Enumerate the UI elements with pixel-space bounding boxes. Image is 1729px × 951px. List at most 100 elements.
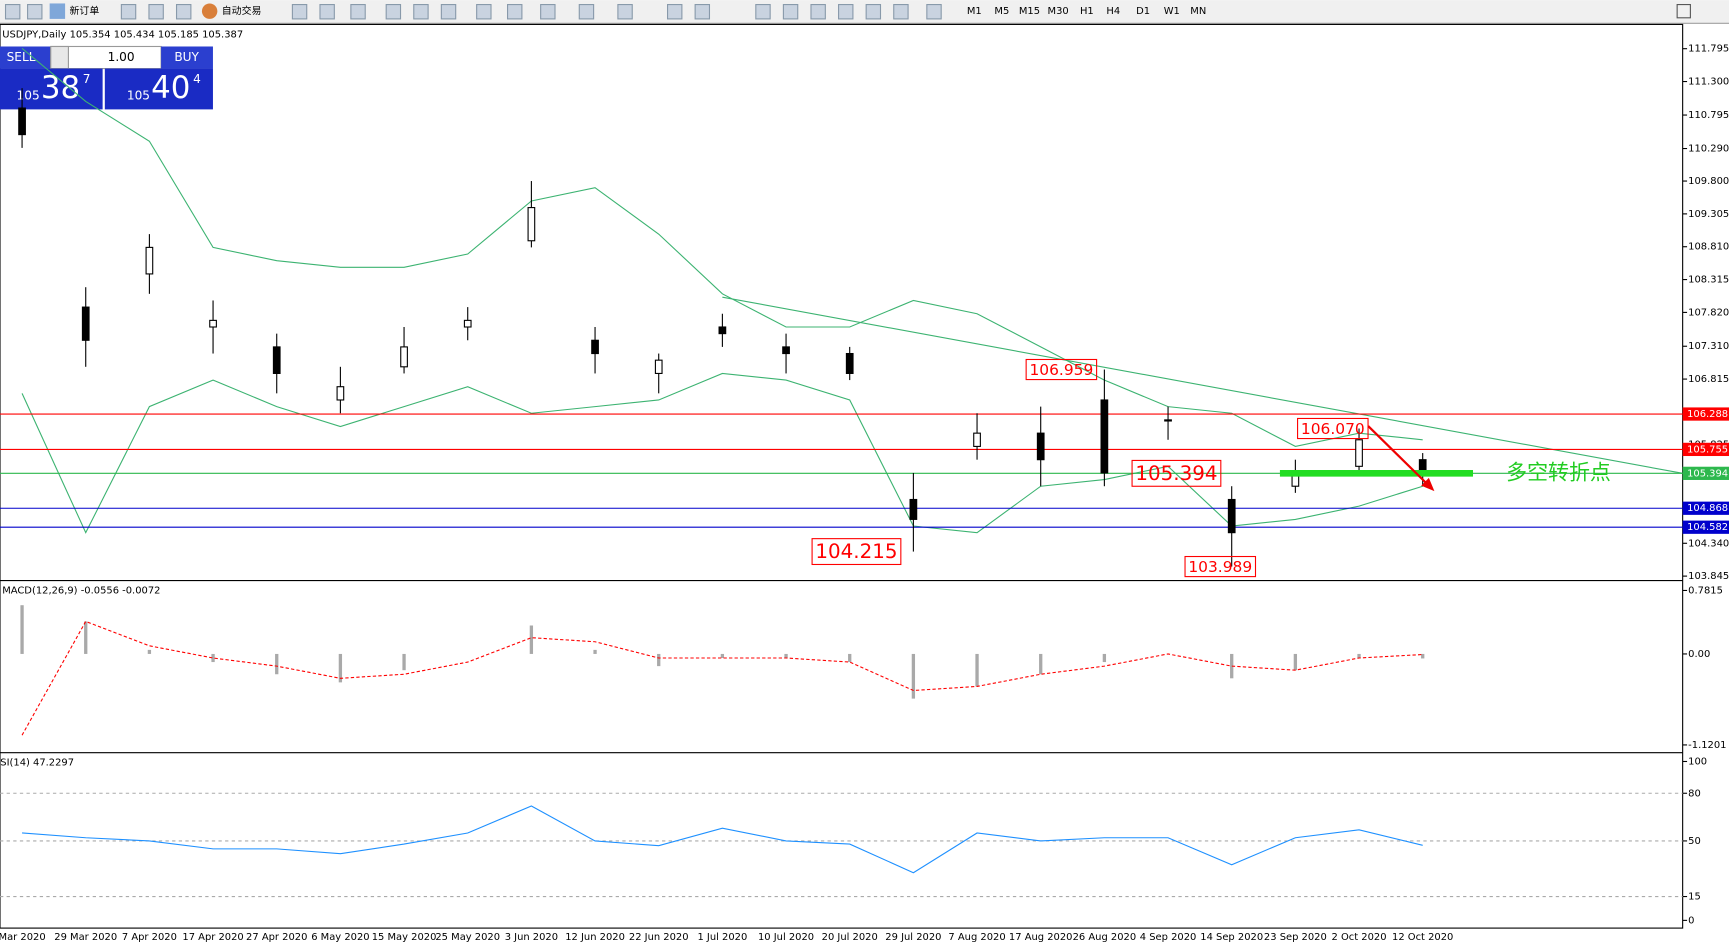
new-order-button[interactable]: 新订单 [70, 4, 100, 17]
y-tick-label: 108.810 [1688, 242, 1729, 253]
tool-icon[interactable] [319, 4, 335, 20]
sell-price-box[interactable] [0, 68, 103, 110]
y-tick-label: 109.305 [1688, 209, 1729, 220]
price-annotation: 103.989 [1188, 558, 1252, 576]
x-tick-label: 7 Apr 2020 [122, 932, 177, 943]
y-tick-label: 100 [1688, 756, 1707, 767]
sell-button[interactable] [0, 46, 51, 69]
tool-icon[interactable] [810, 4, 826, 20]
price-tag [1682, 466, 1729, 480]
tool-icon[interactable] [838, 4, 854, 20]
price-tag-label: 104.868 [1687, 503, 1728, 514]
timeframe-button[interactable]: H4 [1106, 6, 1120, 17]
rsi-line [22, 805, 1423, 874]
lots-value[interactable]: 1.00 [108, 50, 135, 64]
x-tick-label: 4 Sep 2020 [1140, 932, 1197, 943]
auto-trading-icon[interactable] [201, 3, 218, 19]
lots-dropdown[interactable] [50, 45, 69, 70]
tool-icon[interactable] [175, 4, 192, 20]
candle-body [1227, 498, 1236, 534]
candle-body [18, 107, 26, 136]
timeframe-button[interactable]: M15 [1019, 6, 1040, 17]
timeframe-button[interactable]: M5 [994, 6, 1009, 17]
candle-body [81, 306, 90, 341]
y-tick-label: 111.795 [1688, 44, 1729, 55]
buy-price-box[interactable] [104, 68, 213, 110]
y-tick-label: 0.7815 [1688, 585, 1723, 596]
tool-icon[interactable] [413, 4, 429, 20]
tool-icon[interactable] [120, 4, 137, 20]
annotation-box [1131, 459, 1222, 487]
timeframe-button[interactable]: W1 [1164, 6, 1180, 17]
buy-price-fraction: 4 [193, 72, 201, 86]
y-tick-label: 15 [1688, 892, 1701, 903]
y-tick-label: 111.300 [1688, 77, 1729, 88]
tool-icon[interactable] [27, 4, 43, 20]
tool-icon[interactable] [507, 4, 523, 20]
tool-icon[interactable] [440, 4, 457, 20]
tool-icon[interactable] [385, 4, 402, 20]
price-tag [1682, 520, 1729, 534]
sell-label[interactable]: SELL [7, 50, 36, 64]
tool-icon[interactable] [4, 4, 21, 20]
candle-body [463, 319, 472, 328]
x-tick-label: 1 Jul 2020 [697, 932, 747, 943]
candle-body [527, 207, 536, 242]
y-tick-label: 103.845 [1688, 571, 1729, 582]
timeframe-button[interactable]: M30 [1048, 6, 1069, 17]
buy-price-pips: 40 [151, 70, 190, 106]
y-tick-label: 107.820 [1688, 307, 1729, 318]
pane-title: RSI(14) 47.2297 [0, 758, 74, 769]
candle-body [209, 319, 217, 328]
y-tick-label: 107.310 [1688, 341, 1729, 352]
tool-icon[interactable] [666, 4, 683, 20]
x-tick-label: Mar 2020 [0, 932, 46, 943]
annotation-box [1025, 358, 1098, 381]
tool-icon[interactable] [617, 4, 633, 20]
tool-icon[interactable] [540, 4, 556, 20]
timeframe-button[interactable]: MN [1190, 6, 1206, 17]
tool-icon[interactable] [476, 4, 492, 20]
candle-body [145, 246, 154, 275]
tool-icon[interactable] [755, 4, 771, 20]
tool-icon[interactable] [350, 4, 366, 20]
candle-body [718, 326, 727, 335]
candle-body [1355, 439, 1363, 467]
new-order-icon[interactable] [49, 3, 66, 19]
pane-title: USDJPY,Daily 105.354 105.434 105.185 105… [2, 29, 243, 40]
x-tick-label: 27 Apr 2020 [246, 932, 307, 943]
price-tag-label: 105.755 [1687, 444, 1728, 455]
timeframe-button[interactable]: M1 [967, 6, 982, 17]
pane-title: MACD(12,26,9) -0.0556 -0.0072 [2, 585, 160, 596]
x-tick-label: 12 Oct 2020 [1392, 932, 1453, 943]
x-tick-label: 17 Aug 2020 [1009, 932, 1073, 943]
tool-icon[interactable] [578, 4, 595, 20]
timeframe-button[interactable]: D1 [1136, 6, 1150, 17]
buy-button[interactable] [161, 46, 213, 69]
tool-icon[interactable] [893, 4, 909, 20]
candle-body [845, 352, 854, 374]
annotation-box [811, 538, 902, 566]
tool-icon[interactable] [694, 4, 711, 20]
tool-icon[interactable] [926, 4, 942, 20]
x-tick-label: 10 Jul 2020 [758, 932, 814, 943]
candle-body [1036, 432, 1045, 461]
toolbar [0, 0, 1729, 24]
buy-label[interactable]: BUY [174, 50, 199, 64]
tool-icon[interactable] [148, 4, 164, 20]
sell-price-fraction: 7 [83, 72, 91, 86]
timeframe-button[interactable]: H1 [1080, 6, 1094, 17]
tool-icon[interactable] [291, 4, 308, 20]
search-icon[interactable] [1676, 4, 1691, 19]
tool-icon[interactable] [782, 4, 799, 20]
auto-trading-button[interactable]: 自动交易 [222, 4, 262, 17]
x-tick-label: 20 Jul 2020 [822, 932, 878, 943]
price-annotation: 106.070 [1301, 420, 1365, 438]
trend-arrow [1367, 425, 1431, 488]
candle-body [654, 359, 663, 374]
tool-icon[interactable] [865, 4, 882, 20]
annotation-box [1297, 417, 1369, 440]
buy-price-big: 105 [127, 89, 150, 103]
x-tick-label: 23 Sep 2020 [1264, 932, 1327, 943]
y-tick-label: 106.815 [1688, 374, 1729, 385]
